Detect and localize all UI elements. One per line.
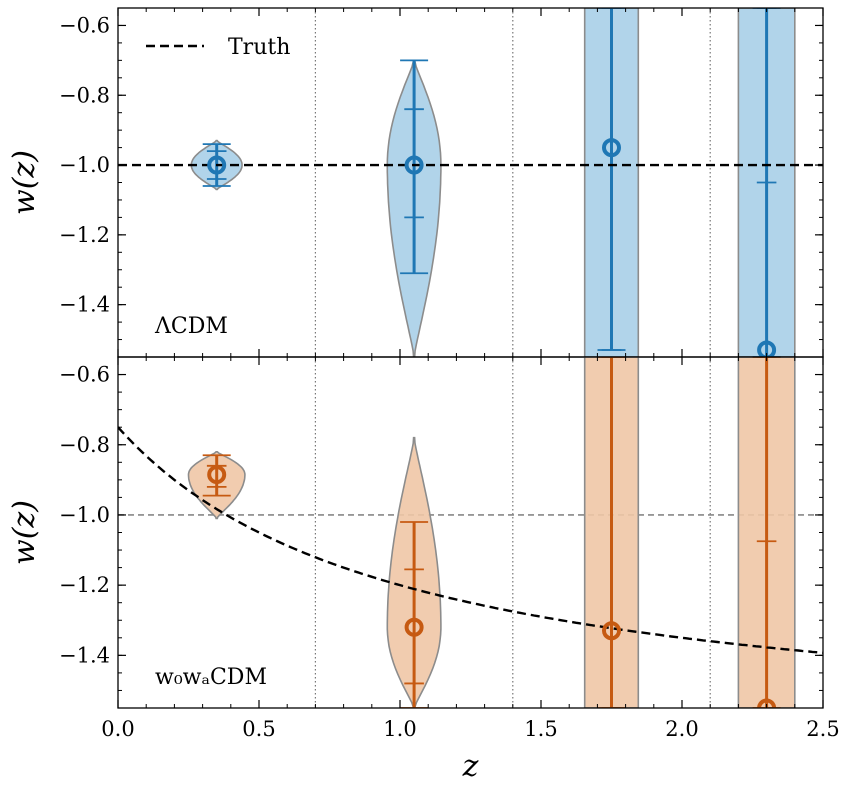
x-tick-label: 1.0 — [383, 717, 416, 741]
x-tick-label: 2.0 — [665, 717, 698, 741]
panel-label: w₀wₐCDM — [155, 665, 267, 690]
panel-2-plot-area — [118, 357, 823, 708]
y-tick-label: −1.2 — [59, 573, 110, 597]
median-marker — [757, 340, 777, 357]
y-tick-label: −0.6 — [59, 13, 110, 37]
y-tick-label: −1.0 — [59, 503, 110, 527]
x-tick-label: 0.5 — [242, 717, 275, 741]
median-marker — [602, 621, 621, 641]
median-marker — [602, 138, 621, 158]
y-tick-label: −0.8 — [59, 83, 110, 107]
truth-curve — [118, 426, 823, 654]
y-tick-label: −1.0 — [59, 153, 110, 177]
median-marker — [404, 617, 424, 637]
x-tick-label: 1.5 — [524, 717, 557, 741]
y-tick-label: −1.2 — [59, 223, 110, 247]
median-marker — [757, 698, 777, 708]
y-tick-label: −1.4 — [59, 293, 110, 317]
x-tick-label: 2.5 — [806, 717, 839, 741]
legend-truth-label: Truth — [228, 35, 290, 60]
panel-label: ΛCDM — [154, 314, 228, 339]
panel-1-plot-area — [118, 8, 823, 357]
median-marker — [207, 155, 227, 175]
median-marker — [404, 155, 424, 175]
y-axis-label: w(z) — [7, 500, 42, 565]
median-marker — [207, 465, 227, 485]
x-axis-label: z — [462, 749, 479, 784]
x-tick-label: 0.0 — [101, 717, 134, 741]
y-tick-label: −0.8 — [59, 433, 110, 457]
y-tick-label: −0.6 — [59, 363, 110, 387]
y-axis-label: w(z) — [7, 150, 42, 215]
panel-2-frame — [117, 356, 824, 709]
y-tick-label: −1.4 — [59, 643, 110, 667]
